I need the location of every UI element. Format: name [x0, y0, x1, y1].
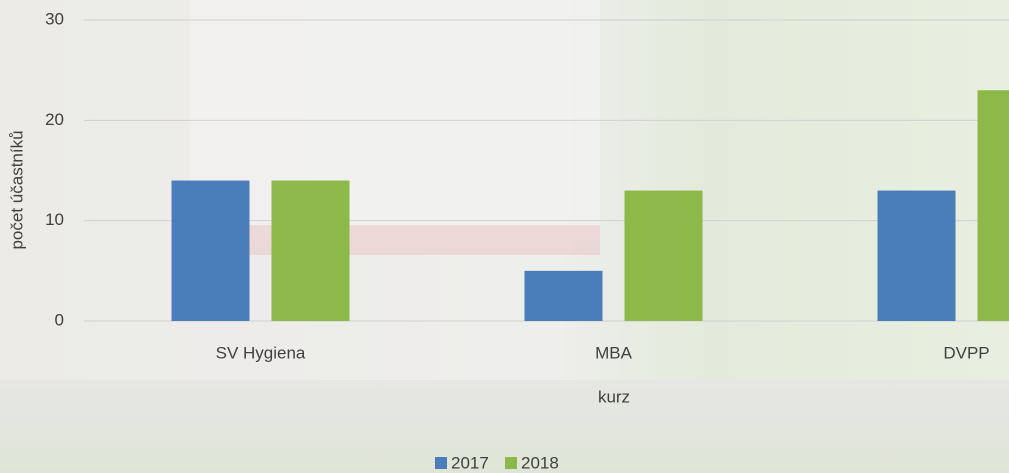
chart: 0 10 20 30 SV Hygiena MBA DVPP kurz počet účas…: [0, 0, 1009, 473]
background-ground: [0, 380, 1009, 473]
legend-swatch: [505, 457, 517, 469]
bar: [978, 90, 1009, 321]
legend-swatch: [435, 457, 447, 469]
x-tick-label: DVPP: [943, 343, 989, 362]
bar: [878, 191, 956, 321]
bar: [625, 191, 703, 321]
legend-label: 2018: [521, 453, 559, 472]
bar: [272, 181, 350, 321]
y-tick-label: 10: [45, 210, 64, 229]
y-tick-label: 30: [45, 9, 64, 28]
y-axis-title: počet účastníků: [7, 130, 26, 249]
x-tick-label: MBA: [595, 343, 633, 362]
bar: [525, 271, 603, 321]
x-axis-title: kurz: [598, 387, 630, 406]
y-tick-label: 0: [55, 310, 64, 329]
y-tick-label: 20: [45, 110, 64, 129]
legend-label: 2017: [451, 453, 489, 472]
x-tick-label: SV Hygiena: [216, 343, 306, 362]
bar: [172, 181, 250, 321]
